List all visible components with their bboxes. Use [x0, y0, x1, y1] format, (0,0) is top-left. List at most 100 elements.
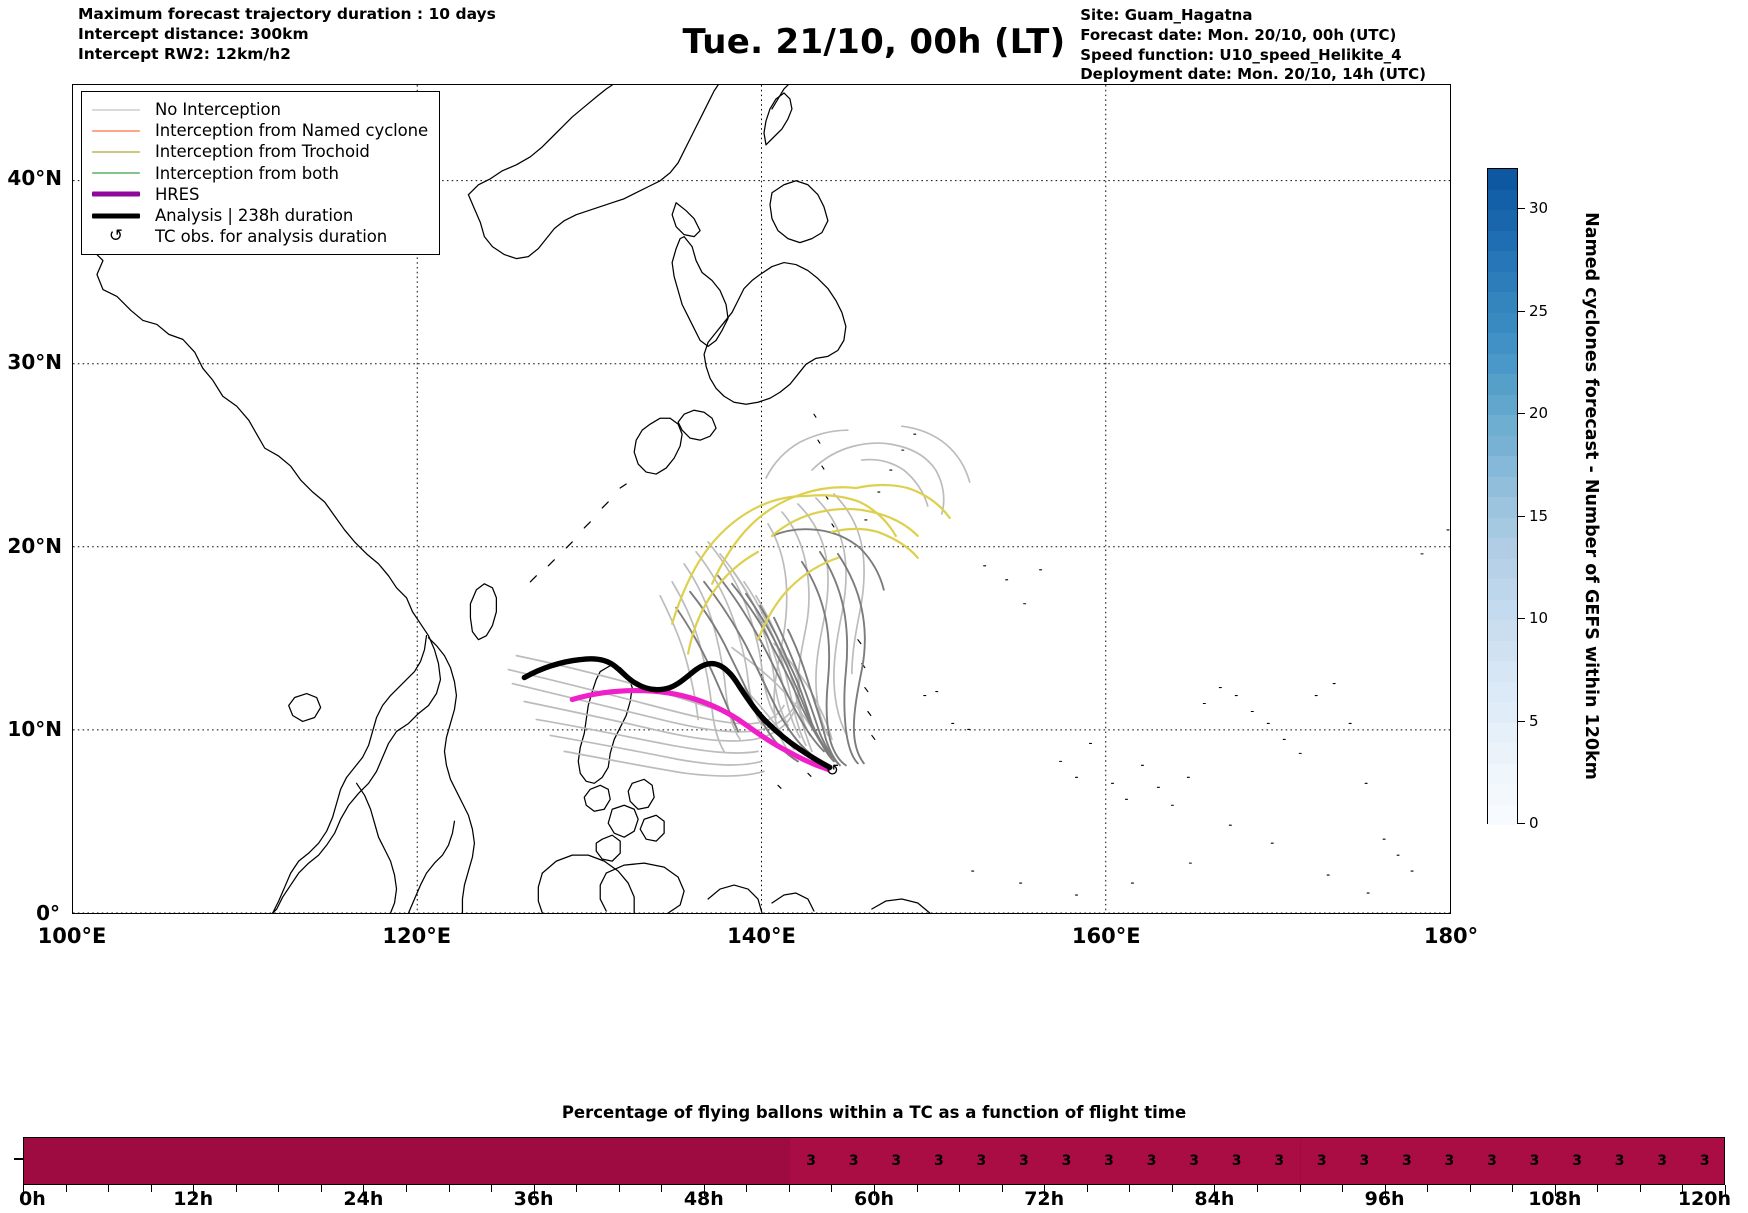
legend-box: No Interception Interception from Named …	[81, 91, 441, 256]
legend-item-trochoid[interactable]: Interception from Trochoid	[90, 141, 428, 162]
colorbar-segment	[1488, 435, 1517, 456]
trajectory-analysis	[521, 656, 833, 771]
legend-line-swatch	[90, 124, 142, 138]
colorbar-segment	[1488, 271, 1517, 292]
percent-bar-cell: 3	[1300, 1138, 1344, 1184]
colorbar-segment	[1488, 189, 1517, 210]
percent-bar-minor-tick	[1214, 1185, 1216, 1196]
legend-line-swatch	[90, 187, 142, 201]
percent-bar-cell: 3	[1555, 1138, 1599, 1184]
tc-observation-marker: ↺	[826, 760, 839, 779]
colorbar-segment	[1488, 353, 1517, 374]
percent-bar-minor-tick	[108, 1185, 110, 1192]
percent-bar-minor-tick	[1469, 1185, 1471, 1192]
percent-bar-cell: 3	[1257, 1138, 1301, 1184]
legend-line-swatch	[90, 209, 142, 223]
colorbar-title: Named cyclones forecast - Number of GEFS…	[1581, 212, 1601, 780]
legend-item-tc-obs[interactable]: ↺ TC obs. for analysis duration	[90, 226, 428, 247]
trajectory-interception-trochoid	[671, 483, 951, 655]
latitude-tick-label: 10°N	[7, 717, 62, 742]
legend-item-hres[interactable]: HRES	[90, 184, 428, 205]
legend-line-swatch	[90, 145, 142, 159]
percent-bar-tick-label: 120h	[1677, 1188, 1731, 1210]
percent-bar-base-fill	[24, 1138, 790, 1184]
percent-bar-minor-tick	[703, 1185, 705, 1196]
hurricane-icon: ↺	[108, 226, 124, 247]
percent-bar-minor-tick	[1682, 1185, 1684, 1192]
percent-bar-minor-tick	[1256, 1185, 1258, 1192]
percent-bar-minor-tick	[1171, 1185, 1173, 1192]
colorbar[interactable]: 0 5 10 15 20 25 30	[1487, 168, 1557, 832]
percent-bar-tick-label: 0h	[19, 1188, 46, 1210]
percent-bar-minor-tick	[1001, 1185, 1003, 1192]
legend-item-analysis[interactable]: Analysis | 238h duration	[90, 205, 428, 226]
percent-bar-cell: 3	[1343, 1138, 1386, 1184]
colorbar-tick-label: 15	[1518, 507, 1564, 525]
percent-bar-cell: 3	[875, 1138, 918, 1184]
legend-item-named-cyclone[interactable]: Interception from Named cyclone	[90, 120, 428, 141]
colorbar-segment	[1488, 804, 1517, 825]
latitude-tick-label: 40°N	[7, 166, 62, 191]
percent-bar-minor-tick	[618, 1185, 620, 1192]
colorbar-segment	[1488, 763, 1517, 784]
percent-bar-minor-tick	[831, 1185, 833, 1192]
colorbar-segment	[1488, 517, 1517, 538]
map-canvas: ↺	[73, 85, 1450, 913]
colorbar-segment	[1488, 497, 1517, 518]
colorbar-tick-label: 25	[1518, 302, 1564, 320]
colorbar-tick-label: 0	[1518, 814, 1564, 832]
percent-bar-minor-tick	[1512, 1185, 1514, 1192]
percent-bar-cell: 3	[1470, 1138, 1514, 1184]
percent-bar-minor-tick	[1129, 1185, 1131, 1192]
percent-bar-tick-label: 96h	[1364, 1188, 1405, 1210]
percent-bar-tick-label: 108h	[1528, 1188, 1582, 1210]
percent-bar-cell: 3	[960, 1138, 1003, 1184]
legend-item-both[interactable]: Interception from both	[90, 163, 428, 184]
percent-bar-minor-tick	[874, 1185, 875, 1196]
longitude-tick-label: 100°E	[37, 924, 107, 948]
percent-bar-cell: 3	[1130, 1138, 1173, 1184]
legend-line-swatch	[90, 103, 142, 117]
legend-item-label: TC obs. for analysis duration	[155, 227, 388, 247]
map-coastlines	[86, 85, 1450, 913]
percent-bar-cell: 3	[1428, 1138, 1471, 1184]
percent-bar-minor-tick	[1342, 1185, 1344, 1192]
longitude-tick-label: 180°	[1423, 924, 1479, 948]
percent-bar-cell: 3	[1640, 1138, 1684, 1184]
percent-bar-title: Percentage of flying ballons within a TC…	[561, 1103, 1187, 1122]
legend-item-no-interception[interactable]: No Interception	[90, 99, 428, 120]
percent-bar-minor-tick	[363, 1185, 365, 1196]
percent-bar-minor-tick	[533, 1185, 535, 1196]
header: Maximum forecast trajectory duration : 1…	[0, 0, 1748, 83]
colorbar-tick-label: 30	[1518, 199, 1564, 217]
colorbar-segment	[1488, 702, 1517, 723]
percent-bar-minor-tick	[491, 1185, 493, 1192]
colorbar-segment	[1488, 579, 1517, 600]
percent-bar-minor-tick	[1299, 1185, 1301, 1192]
colorbar-segment	[1488, 292, 1517, 313]
percent-bar-cell: 3	[1385, 1138, 1429, 1184]
percent-bar-minor-tick	[1597, 1185, 1599, 1192]
colorbar-segment	[1488, 476, 1517, 497]
legend-line-swatch	[90, 166, 142, 180]
map-plot-area[interactable]: ↺ No Interception Interception from Name…	[72, 84, 1451, 914]
colorbar-tick-label: 10	[1518, 609, 1564, 627]
percent-bar-cell: 3	[1215, 1138, 1258, 1184]
legend-item-label: No Interception	[155, 100, 281, 120]
colorbar-tick-label: 20	[1518, 404, 1564, 422]
percent-bar-cell: 3	[832, 1138, 875, 1184]
percent-bar-minor-tick	[23, 1185, 24, 1196]
legend-item-label: Analysis | 238h duration	[155, 206, 354, 226]
colorbar-segment	[1488, 456, 1517, 477]
colorbar-segment	[1488, 558, 1517, 579]
latitude-tick-label: 20°N	[7, 533, 62, 558]
percent-bar-minor-tick	[661, 1185, 663, 1192]
longitude-tick-label: 120°E	[382, 924, 452, 948]
colorbar-segment	[1488, 333, 1517, 354]
colorbar-segment	[1488, 230, 1517, 251]
percent-bar-y-tick	[14, 1158, 23, 1160]
latitude-tick-label: 30°N	[7, 350, 62, 375]
legend-item-label: Interception from both	[155, 163, 339, 183]
colorbar-gradient	[1487, 168, 1518, 825]
